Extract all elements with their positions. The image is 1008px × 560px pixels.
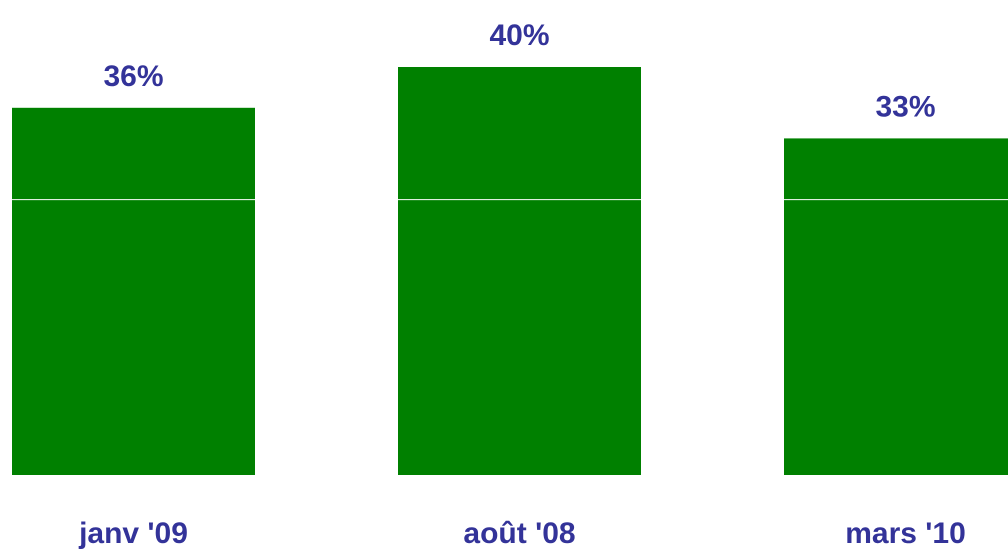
value-label-2: 40% [489, 19, 549, 52]
category-label-3: mars '10 [845, 517, 966, 550]
value-label-1: 36% [103, 60, 163, 93]
bar-3 [784, 138, 1008, 475]
bar-2 [398, 67, 641, 475]
category-labels: janv '09 août '08 mars '10 [78, 517, 966, 550]
category-label-2: août '08 [463, 517, 575, 550]
bar-1 [12, 107, 255, 476]
category-label-1: janv '09 [78, 517, 188, 550]
value-labels: 36% 40% 33% [103, 19, 935, 123]
value-label-3: 33% [875, 90, 935, 123]
bars [12, 67, 1008, 476]
